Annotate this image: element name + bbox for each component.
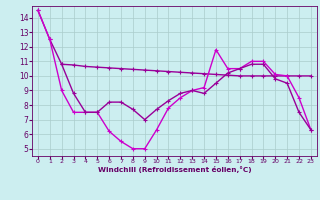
X-axis label: Windchill (Refroidissement éolien,°C): Windchill (Refroidissement éolien,°C) bbox=[98, 166, 251, 173]
